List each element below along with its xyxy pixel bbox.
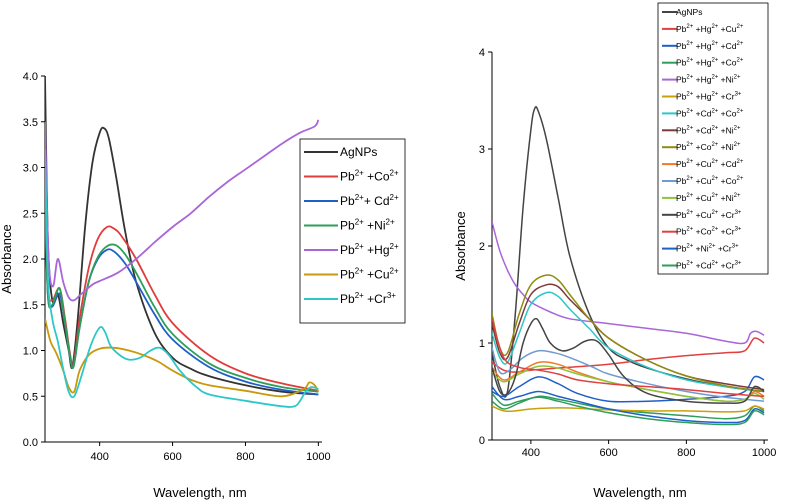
series-group [492, 106, 765, 426]
y-tick-label: 3.5 [23, 117, 38, 129]
y-tick-label: 4 [479, 47, 485, 59]
y-axis-label: Absorbance [453, 211, 468, 280]
y-tick-label: 0 [479, 435, 485, 447]
series-line-pb2-hg2-ni2 [492, 221, 765, 345]
legend-box [657, 2, 769, 275]
y-tick-label: 2.5 [23, 208, 38, 220]
legend-entry-label: Pb2+​ +Cu2+​ [340, 267, 399, 282]
series-line-pb2-hg2-cu2 [492, 337, 765, 373]
legend-entry-label: Pb2+​ +Hg2+​ +Cr3+​ [676, 92, 742, 102]
series-line-pb2-cu2-ni2 [492, 365, 765, 403]
legend-entry-label: Pb2+​ +Cu2+​ +Cd2+​ [676, 159, 744, 169]
series-line-agnps [492, 106, 765, 398]
series-line-pb2-cd2 [45, 204, 319, 396]
series-line-pb2-ni2 [45, 194, 319, 393]
series-line-pb2-hg2-cd2 [492, 375, 765, 403]
legend-entry-label: Pb2+​ +Cu2+​ +Co2+​ [676, 176, 744, 186]
legend: AgNPs Pb2+​ +Hg2+​ +Cu2+​ Pb2+​ +Hg2+​ +Cd… [657, 2, 769, 275]
series-line-pb2-cd2-cr3 [492, 392, 765, 426]
legend-entry-label: Pb2+​ +Cd2+​ +Co2+​ [676, 108, 744, 118]
legend-entry-label: AgNPs [340, 145, 377, 159]
legend-entry-label: Pb2+​ +Cu2+​ +Cr3+​ [676, 210, 742, 220]
legend-box [299, 138, 406, 324]
y-tick-label: 2 [479, 241, 485, 253]
y-tick-label: 3.0 [23, 163, 38, 175]
x-axis-label: Wavelength, nm [153, 485, 246, 500]
series-line-agnps [45, 76, 319, 396]
legend-entry-label: Pb2+​ +Cd2+​ +Ni2+​ [676, 125, 741, 135]
series-line-pb2-cu2-cr3 [492, 317, 765, 404]
series-line-pb2-hg2-cr3 [492, 405, 765, 413]
x-axis-label: Wavelength, nm [593, 485, 686, 500]
y-tick-label: 1 [479, 338, 485, 350]
y-tick-label: 1.0 [23, 346, 38, 358]
x-tick-label: 400 [522, 447, 540, 459]
x-tick-label: 800 [236, 451, 254, 463]
legend-entry-label: Pb2+​ +Hg2+​ +Cu2+​ [676, 24, 744, 34]
series-line-pb2-co2-cr3 [492, 318, 765, 398]
y-tick-label: 1.5 [23, 300, 38, 312]
legend-entry-label: Pb2+​ +Ni2+​ [340, 218, 395, 233]
x-tick-label: 1000 [306, 451, 330, 463]
legend-entry-label: Pb2+​ +Hg2+​ [340, 242, 399, 257]
legend-entry-label: Pb2+​ +Co2+​ +Cr3+​ [676, 227, 742, 237]
x-tick-label: 400 [90, 451, 108, 463]
legend-entry-label: AgNPs [676, 7, 702, 17]
y-axis-label: Absorbance [0, 224, 14, 293]
legend-entry-label: Pb2+​ +Cu2+​ +Ni2+​ [676, 193, 741, 203]
legend-entry-label: Pb2+​ +Ni2+​ +Cr3+​ [676, 244, 739, 254]
legend-entry-label: Pb2+​+ Cd2+​ [340, 193, 399, 208]
x-tick-label: 600 [163, 451, 181, 463]
y-tick-label: 3 [479, 144, 485, 156]
series-line-pb2-co2-ni2 [492, 274, 765, 393]
chart-right-metal-triplets: 0 1 2 3 4 400 600 800 1000 Wavelength, nm Absorban… [453, 2, 776, 500]
y-tick-label: 2.0 [23, 254, 38, 266]
y-tick-label: 0.5 [23, 391, 38, 403]
legend-entry-label: Pb2+​ +Hg2+​ +Co2+​ [676, 58, 744, 68]
y-tick-label: 0.0 [23, 437, 38, 449]
legend: AgNPs Pb2+​ +Co2+​ Pb2+​+ Cd2+​ Pb2+​ +Ni2+… [299, 138, 406, 324]
series-line-pb2-cd2-ni2 [492, 283, 765, 391]
x-tick-label: 1000 [752, 447, 776, 459]
series-line-pb2-cr3 [45, 149, 319, 408]
series-line-pb2-cu2-co2 [492, 347, 765, 402]
x-tick-label: 600 [599, 447, 617, 459]
legend-entry-label: Pb2+​ +Co2+​ +Ni2+​ [676, 142, 741, 152]
chart-left-metal-pairs: 0.0 0.5 1.0 1.5 2.0 2.5 3.0 3.5 4.0 400 600 800 1000… [0, 71, 406, 500]
series-line-pb2-hg2 [45, 119, 320, 302]
legend-entry-label: Pb2+​ +Cd2+​ +Cr3+​ [676, 261, 742, 271]
series-line-pb2-cd2-co2 [492, 291, 765, 393]
legend-entry-label: Pb2+​ +Hg2+​ +Ni2+​ [676, 75, 741, 85]
x-tick-label: 800 [677, 447, 695, 459]
series-group [45, 76, 320, 408]
series-line-pb2-ni2-cr3 [492, 386, 765, 424]
legend-entry-label: Pb2+​ +Cr3+​ [340, 291, 396, 306]
legend-entry-label: Pb2+​ +Co2+​ [340, 169, 399, 184]
legend-entry-label: Pb2+​ +Hg2+​ +Cd2+​ [676, 41, 744, 51]
y-tick-label: 4.0 [23, 71, 38, 83]
